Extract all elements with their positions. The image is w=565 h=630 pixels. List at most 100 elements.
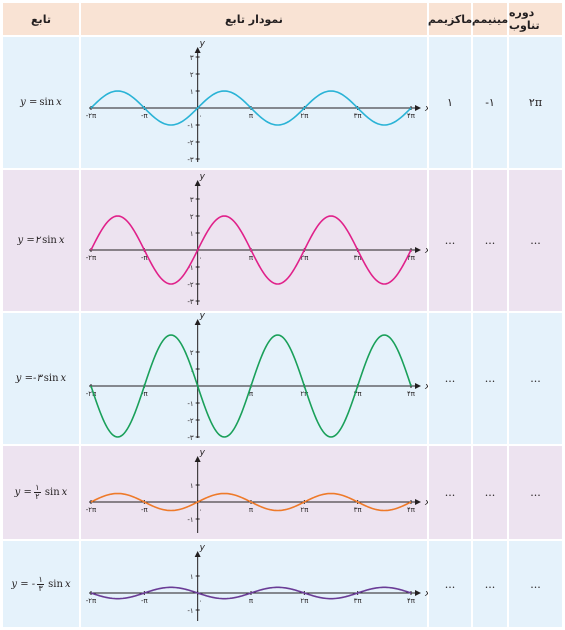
x-tick-label: ۲π [300,597,309,605]
x-tick-label: ۳π [354,112,363,120]
formula-coefficient: ۲ [34,235,41,246]
y-tick-label: -۲ [187,417,194,425]
minimum-value: ... [472,445,508,540]
period-value: ... [508,445,563,540]
period-value: ... [508,540,563,628]
minimum-value: -۱ [472,36,508,169]
x-tick-label: π [249,390,254,398]
sine-graph-r4: x y ۱ -۱ -۲π -π ۰ π ۲π ۳π ۴π [86,448,431,533]
x-tick-label: π [249,112,254,120]
formula-variable: x [61,487,68,498]
header-maximum: ماکزیمم [428,2,472,36]
y-tick-label: ۳ [190,54,194,62]
maximum-value: ... [428,312,472,445]
y-tick-label: -۱ [187,400,193,408]
formula-lhs: y = [14,487,32,498]
fraction-denominator: ۲ [35,492,40,501]
formula-function: sin [48,578,63,590]
x-tick-label: ۲π [300,254,309,262]
sine-curve-r2 [90,215,412,285]
graph-cell-r4: x y ۱ -۱ -۲π -π ۰ π ۲π ۳π ۴π [80,445,431,540]
y-axis-label: y [199,39,206,49]
y-axis-label: y [199,311,206,321]
x-tick-label: -π [141,112,149,120]
x-tick-label: -۲π [86,112,97,120]
formula-lhs: y = [20,97,38,108]
x-axis-arrow-icon [415,247,421,253]
x-tick-label: -π [141,506,149,514]
x-tick-label: ۰ [199,597,203,605]
y-tick-label: -۱ [187,516,193,524]
x-tick-label: π [249,597,254,605]
y-tick-label: ۲ [190,71,194,79]
graph-cell-r5: x y ۱ -۱ -۲π -π ۰ π ۲π ۳π ۴π [80,540,431,628]
x-tick-label: ۴π [407,112,416,120]
x-axis-arrow-icon [415,499,421,505]
sine-curve-r4 [90,492,412,512]
x-tick-label: ۳π [354,506,363,514]
header-minimum: مینیمم [472,2,508,36]
header-graph: نمودار تابع [80,2,428,36]
x-tick-label: ۰ [199,506,203,514]
y-axis-arrow-icon [194,456,201,462]
formula-function: sin [39,97,55,108]
function-cell-r1: y = sin x [2,36,80,169]
x-axis-arrow-icon [415,383,421,389]
formula-lhs: y = [17,235,35,246]
formula-function: sin [42,235,57,246]
y-axis-arrow-icon [194,180,201,186]
y-axis-arrow-icon [194,551,201,557]
y-tick-label: ۱ [190,88,194,96]
graph-cell-r2: x y ۳ ۲ ۱ -۱ -۲ -۳ -۲π -π ۰ π ۲π ۳π ۴π [80,169,431,312]
y-tick-label: ۱ [190,230,194,238]
x-tick-label: -۲π [86,506,97,514]
y-tick-label: -۱ [187,122,193,130]
x-tick-label: ۳π [354,390,363,398]
function-cell-r3: y = -۳ sin x [2,312,80,445]
y-axis-label: y [199,448,206,458]
sine-graph-r5: x y ۱ -۱ -۲π -π ۰ π ۲π ۳π ۴π [86,543,431,621]
y-tick-label: ۱ [190,573,194,581]
header-function: تابع [2,2,80,36]
formula-variable: x [60,373,67,384]
x-tick-label: -π [141,597,149,605]
x-tick-label: ۰ [199,254,203,262]
function-cell-r5: y = -۱ ۳ sin x [2,540,80,628]
y-tick-label: ۲ [190,349,194,357]
x-tick-label: ۴π [407,597,416,605]
x-axis-label: x [424,104,431,114]
y-tick-label: -۳ [187,156,194,164]
maximum-value: ... [428,445,472,540]
y-tick-label: -۱ [187,264,193,272]
graph-cell-r1: x y۳ ۲ ۱ -۱ -۲ -۳ -۲π -π ۰ π ۲π ۳π ۴π [80,36,431,169]
y-tick-label: ۳ [190,196,194,204]
period-value: ... [508,169,563,312]
maximum-value: ... [428,540,472,628]
y-axis-label: y [199,543,206,553]
x-tick-label: ۴π [407,506,416,514]
x-tick-label: ۴π [407,254,416,262]
fraction-numerator: ۱ [35,483,40,492]
x-tick-label: ۳π [354,597,363,605]
sine-graph-r1: x y۳ ۲ ۱ -۱ -۲ -۳ -۲π -π ۰ π ۲π ۳π ۴π [86,39,431,164]
formula-lhs: y = [15,373,34,384]
function-cell-r4: y = ۱ ۲ sin x [2,445,80,540]
formula-variable: x [56,97,62,108]
sine-curve-r5 [90,586,412,600]
period-value: ۲π [508,36,563,169]
y-axis-arrow-icon [194,319,201,325]
x-axis-label: x [424,246,431,256]
y-tick-label: -۱ [187,607,193,615]
sine-graph-r2: x y ۳ ۲ ۱ -۱ -۲ -۳ -۲π -π ۰ π ۲π ۳π ۴π [86,172,431,306]
y-tick-label: -۲ [187,281,194,289]
fraction-numerator: ۱ [38,574,43,584]
fraction-denominator: ۳ [38,583,43,593]
formula-function: sin [43,373,59,384]
x-tick-label: ۰ [199,112,203,120]
x-tick-label: π [249,506,254,514]
minimum-value: ... [472,540,508,628]
maximum-value: ... [428,169,472,312]
x-tick-label: ۲π [300,112,309,120]
